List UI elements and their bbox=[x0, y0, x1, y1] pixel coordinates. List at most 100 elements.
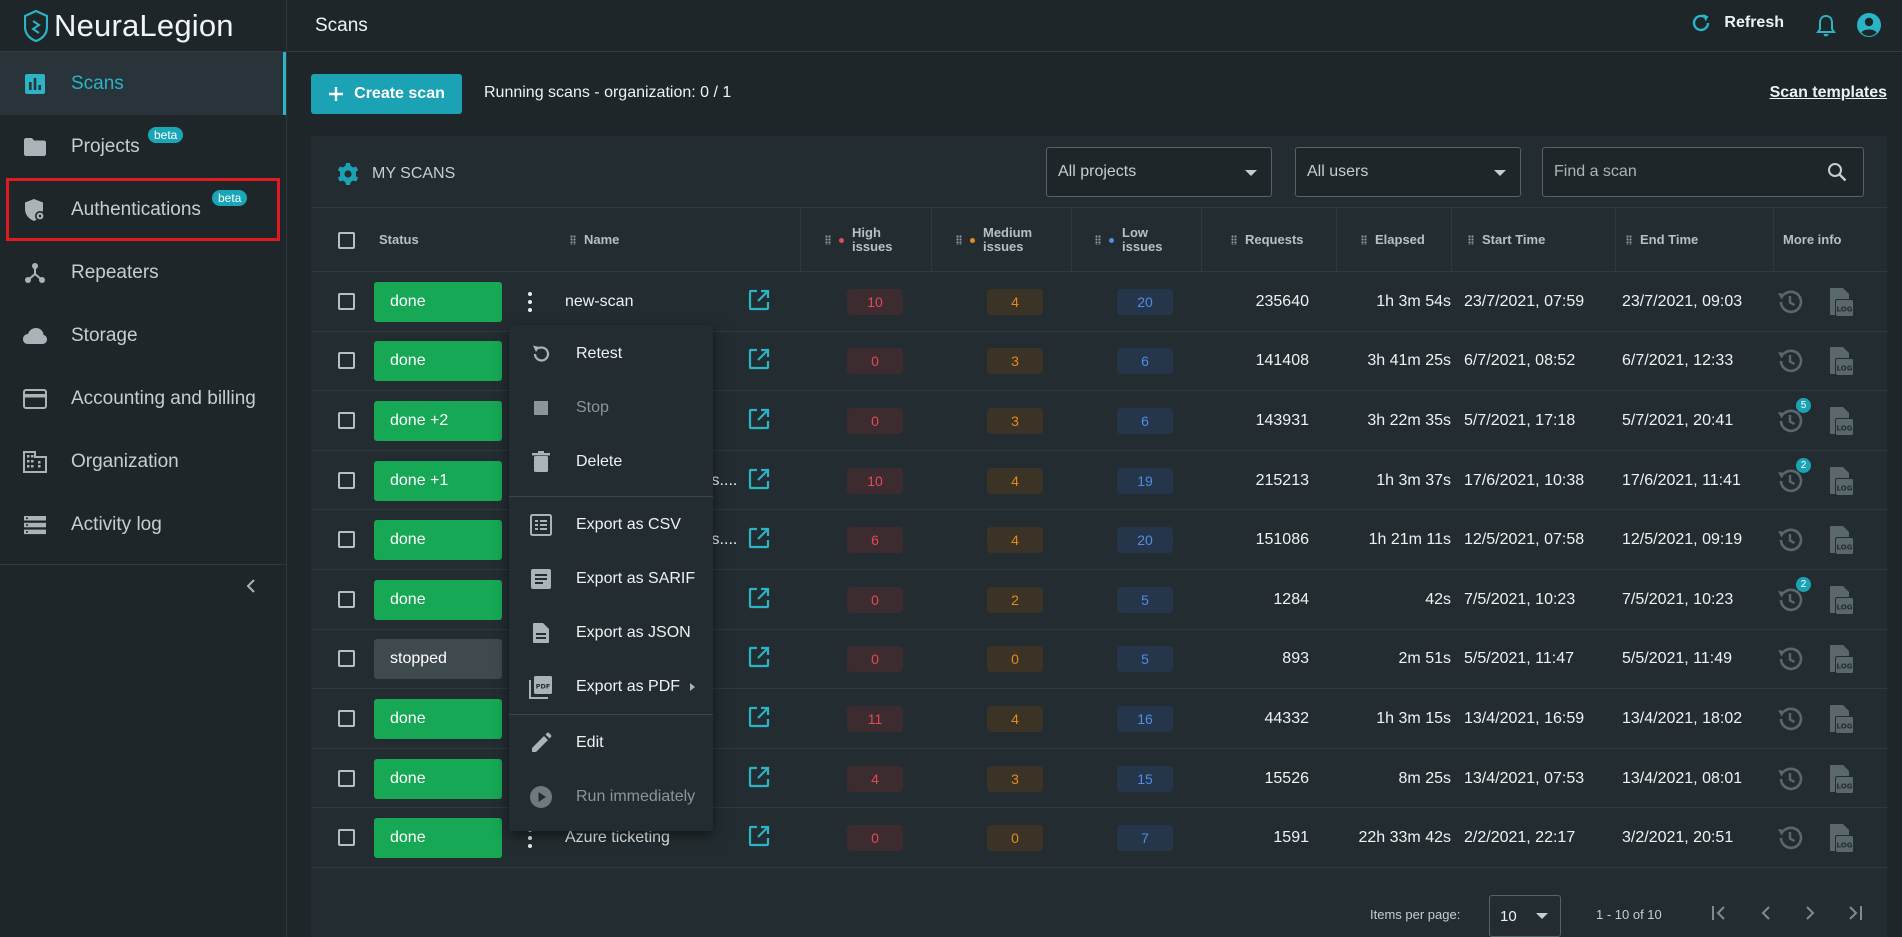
open-external-icon[interactable] bbox=[748, 289, 770, 311]
projects-filter-select[interactable]: All projects bbox=[1046, 147, 1272, 197]
menu-item-edit[interactable]: Edit bbox=[509, 716, 713, 770]
medium-issues-count[interactable]: 0 bbox=[987, 825, 1043, 852]
open-external-icon[interactable] bbox=[748, 468, 770, 490]
first-page-button[interactable] bbox=[1708, 901, 1732, 925]
table-row[interactable]: done 0 3 6 141408 3h 41m 25s 6/7/2021, 08:52 6/… bbox=[311, 332, 1887, 392]
users-filter-select[interactable]: All users bbox=[1295, 147, 1521, 197]
low-issues-count[interactable]: 20 bbox=[1117, 288, 1173, 315]
history-icon[interactable] bbox=[1775, 823, 1805, 853]
high-issues-count[interactable]: 11 bbox=[847, 705, 903, 732]
high-issues-count[interactable]: 0 bbox=[847, 348, 903, 375]
low-issues-count[interactable]: 6 bbox=[1117, 348, 1173, 375]
status-badge[interactable]: done bbox=[374, 281, 502, 322]
log-file-icon[interactable]: LOG bbox=[1828, 764, 1854, 794]
history-icon[interactable]: 2 bbox=[1775, 576, 1811, 615]
refresh-button[interactable]: Refresh bbox=[1690, 12, 1784, 34]
low-issues-count[interactable]: 15 bbox=[1117, 765, 1173, 792]
low-issues-count[interactable]: 5 bbox=[1117, 646, 1173, 673]
high-issues-count[interactable]: 10 bbox=[847, 467, 903, 494]
status-badge[interactable]: stopped bbox=[374, 639, 502, 680]
search-icon[interactable] bbox=[1827, 162, 1847, 182]
header-status[interactable]: Status bbox=[379, 232, 419, 247]
column-divider[interactable] bbox=[1773, 208, 1774, 272]
sidebar-item-organization[interactable]: Organization bbox=[0, 430, 286, 493]
status-badge[interactable]: done +1 bbox=[374, 460, 502, 501]
drag-handle-icon[interactable] bbox=[1468, 235, 1474, 245]
table-row[interactable]: done new-scan 10 4 20 235640 1h 3m 54s 23/7/202… bbox=[311, 272, 1887, 332]
row-checkbox[interactable] bbox=[338, 829, 355, 847]
history-icon[interactable] bbox=[1775, 525, 1805, 555]
low-issues-count[interactable]: 19 bbox=[1117, 467, 1173, 494]
row-menu-icon[interactable] bbox=[527, 291, 533, 312]
items-per-page-select[interactable]: 10 bbox=[1489, 895, 1561, 937]
header-start-time[interactable]: Start Time bbox=[1468, 208, 1545, 272]
user-menu-button[interactable] bbox=[1856, 12, 1882, 43]
log-file-icon[interactable]: LOG bbox=[1828, 525, 1854, 555]
medium-issues-count[interactable]: 4 bbox=[987, 288, 1043, 315]
open-external-icon[interactable] bbox=[748, 646, 770, 668]
create-scan-button[interactable]: Create scan bbox=[311, 74, 462, 114]
row-checkbox[interactable] bbox=[338, 531, 355, 549]
column-divider[interactable] bbox=[1071, 208, 1072, 272]
sidebar-item-storage[interactable]: Storage bbox=[0, 304, 286, 367]
column-divider[interactable] bbox=[1451, 208, 1452, 272]
log-file-icon[interactable]: LOG bbox=[1828, 704, 1854, 734]
menu-item-export-sarif[interactable]: Export as SARIF bbox=[509, 552, 713, 606]
column-divider[interactable] bbox=[800, 208, 801, 272]
drag-handle-icon[interactable] bbox=[1361, 235, 1367, 245]
scan-templates-link[interactable]: Scan templates bbox=[1769, 84, 1887, 101]
high-issues-count[interactable]: 0 bbox=[847, 646, 903, 673]
history-icon[interactable] bbox=[1775, 346, 1805, 376]
sidebar-item-scans[interactable]: Scans bbox=[0, 52, 286, 115]
high-issues-count[interactable]: 0 bbox=[847, 825, 903, 852]
status-badge[interactable]: done bbox=[374, 758, 502, 799]
open-external-icon[interactable] bbox=[748, 706, 770, 728]
row-checkbox[interactable] bbox=[338, 292, 355, 310]
history-icon[interactable] bbox=[1775, 704, 1805, 734]
drag-handle-icon[interactable] bbox=[1231, 235, 1237, 245]
sidebar-item-accounting-billing[interactable]: Accounting and billing bbox=[0, 367, 286, 430]
open-external-icon[interactable] bbox=[748, 766, 770, 788]
sidebar-item-projects[interactable]: Projects beta bbox=[0, 115, 286, 178]
header-name[interactable]: Name bbox=[570, 208, 619, 272]
column-divider[interactable] bbox=[1201, 208, 1202, 272]
status-badge[interactable]: done bbox=[374, 341, 502, 382]
table-row[interactable]: done 4 3 15 15526 8m 25s 13/4/2021, 07:53 13/4/… bbox=[311, 749, 1887, 809]
medium-issues-count[interactable]: 3 bbox=[987, 407, 1043, 434]
row-checkbox[interactable] bbox=[338, 590, 355, 608]
log-file-icon[interactable]: LOG bbox=[1828, 585, 1854, 615]
table-row[interactable]: done 0 2 5 1284 42s 7/5/2021, 10:23 7/5/2021, 1… bbox=[311, 570, 1887, 630]
scan-name[interactable]: ls.... bbox=[708, 531, 738, 549]
header-medium-issues[interactable]: Medium issues bbox=[956, 208, 1046, 272]
medium-issues-count[interactable]: 0 bbox=[987, 646, 1043, 673]
medium-issues-count[interactable]: 4 bbox=[987, 467, 1043, 494]
column-divider[interactable] bbox=[931, 208, 932, 272]
row-menu-icon[interactable] bbox=[527, 828, 533, 849]
history-icon[interactable]: 2 bbox=[1775, 457, 1811, 496]
high-issues-count[interactable]: 6 bbox=[847, 527, 903, 554]
table-row[interactable]: done Azure ticketing 0 0 7 1591 22h 33m 42s 2/2… bbox=[311, 808, 1887, 868]
menu-item-delete[interactable]: Delete bbox=[509, 435, 713, 489]
log-file-icon[interactable]: LOG bbox=[1828, 287, 1854, 317]
open-external-icon[interactable] bbox=[748, 408, 770, 430]
medium-issues-count[interactable]: 4 bbox=[987, 527, 1043, 554]
medium-issues-count[interactable]: 3 bbox=[987, 765, 1043, 792]
drag-handle-icon[interactable] bbox=[1095, 235, 1101, 245]
open-external-icon[interactable] bbox=[748, 348, 770, 370]
select-all-checkbox[interactable] bbox=[338, 231, 355, 249]
scan-name[interactable]: new-scan bbox=[565, 292, 634, 310]
history-icon[interactable] bbox=[1775, 644, 1805, 674]
status-badge[interactable]: done bbox=[374, 520, 502, 561]
header-low-issues[interactable]: Low issues bbox=[1095, 208, 1175, 272]
sidebar-item-authentications[interactable]: Authentications beta bbox=[6, 178, 280, 241]
row-checkbox[interactable] bbox=[338, 411, 355, 429]
gear-icon[interactable] bbox=[336, 162, 360, 186]
notifications-button[interactable] bbox=[1816, 14, 1836, 43]
medium-issues-count[interactable]: 3 bbox=[987, 348, 1043, 375]
log-file-icon[interactable]: LOG bbox=[1828, 406, 1854, 436]
menu-item-retest[interactable]: Retest bbox=[509, 327, 713, 381]
status-badge[interactable]: done bbox=[374, 579, 502, 620]
menu-item-export-pdf[interactable]: PDF Export as PDF bbox=[509, 660, 713, 714]
high-issues-count[interactable]: 0 bbox=[847, 586, 903, 613]
drag-handle-icon[interactable] bbox=[1626, 235, 1632, 245]
